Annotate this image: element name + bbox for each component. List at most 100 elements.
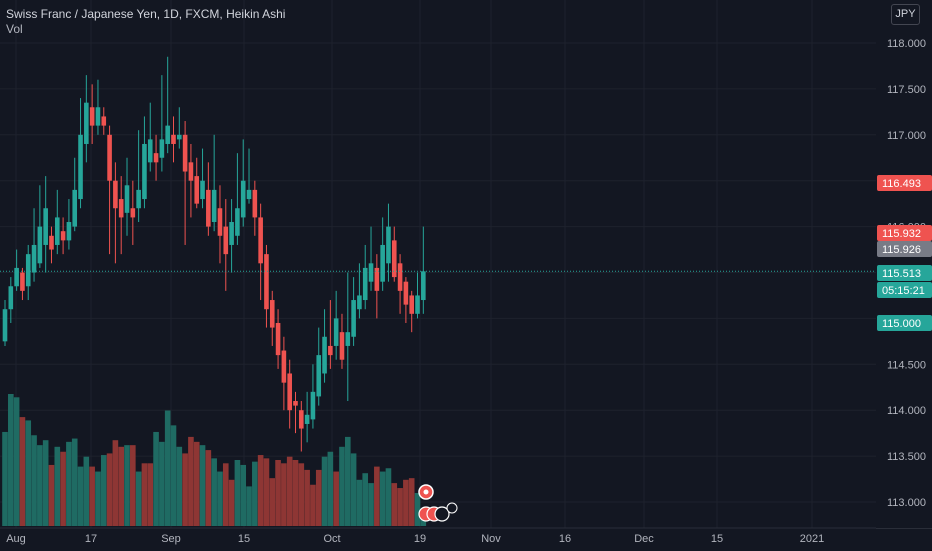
candle-body — [147, 139, 153, 163]
candle-body — [229, 222, 234, 245]
candle-body — [182, 134, 188, 172]
time-tick-label: 15 — [711, 533, 723, 545]
candle-body — [8, 286, 14, 310]
candle-body — [391, 240, 397, 278]
volume-bar — [333, 471, 339, 526]
volume-bar — [66, 441, 72, 526]
volume-bar — [414, 493, 421, 526]
price-badge — [877, 225, 932, 241]
volume-bar — [344, 436, 351, 526]
price-badge-label: 116.493 — [882, 178, 921, 190]
symbol-title[interactable]: Swiss Franc / Japanese Yen, 1D, FXCM, He… — [6, 7, 286, 21]
volume-bar — [281, 463, 287, 526]
volume-bar — [112, 440, 119, 526]
volume-bar — [199, 445, 206, 526]
candle-body — [328, 345, 333, 356]
volume-bar — [327, 451, 334, 526]
candle-body — [345, 332, 351, 346]
volume-bar — [118, 446, 124, 526]
event-marker-icon[interactable] — [434, 506, 450, 522]
volume-bars — [2, 394, 427, 526]
candle-body — [258, 217, 263, 264]
time-tick-label: Nov — [481, 533, 501, 545]
volume-bar — [368, 483, 374, 526]
candle-body — [20, 272, 25, 291]
volume-bar — [292, 460, 299, 526]
candle-body — [101, 116, 107, 126]
candle-body — [380, 244, 385, 282]
time-tick-label: 2021 — [800, 533, 824, 545]
volume-indicator-label[interactable]: Vol — [6, 22, 23, 36]
volume-bar — [228, 479, 235, 526]
volume-bar — [304, 469, 310, 526]
candle-body — [223, 226, 229, 255]
time-axis[interactable]: Aug 17 Sep 15 Oct 19 Nov 16 Dec 15 2021 — [0, 527, 876, 545]
candle-body — [322, 336, 327, 374]
time-tick-label: 16 — [559, 533, 571, 545]
candle-body — [60, 231, 66, 241]
volume-bar — [170, 425, 177, 526]
candle-body — [281, 350, 287, 383]
volume-bar — [48, 464, 55, 526]
volume-bar — [263, 458, 270, 526]
candle-body — [293, 401, 298, 406]
candle-body — [72, 189, 78, 227]
candle-body — [316, 355, 322, 397]
price-tick-label: 118.000 — [887, 38, 926, 50]
volume-bar — [350, 453, 357, 526]
volume-bar — [356, 479, 363, 526]
volume-bar — [321, 456, 328, 526]
time-tick-label: Sep — [161, 533, 181, 545]
candle-body — [357, 295, 362, 310]
currency-button[interactable]: JPY — [891, 4, 920, 25]
candle-body — [130, 208, 136, 218]
time-tick-label: Oct — [323, 533, 340, 545]
volume-bar — [269, 478, 276, 526]
candle-body — [165, 125, 170, 144]
volume-bar — [374, 466, 380, 526]
axis-corner — [876, 528, 932, 551]
volume-bar — [60, 451, 66, 526]
event-markers[interactable] — [418, 484, 458, 522]
price-badge-label: 115.513 — [882, 268, 921, 280]
price-badge — [877, 265, 932, 281]
candle-body — [89, 107, 95, 126]
candle-body — [177, 134, 182, 140]
candlesticks — [0, 56, 876, 452]
volume-bar — [95, 471, 101, 526]
volume-bar — [362, 473, 369, 526]
candle-body — [287, 373, 292, 411]
time-tick-label: 19 — [414, 533, 426, 545]
price-badge — [877, 175, 932, 191]
candle-body — [124, 185, 130, 213]
candle-body — [310, 391, 316, 420]
volume-bar — [205, 450, 212, 526]
candle-body — [269, 300, 275, 328]
price-badge — [877, 315, 932, 331]
candle-body — [211, 189, 217, 223]
volume-bar — [141, 463, 148, 526]
candle-body — [415, 295, 420, 314]
candle-body — [136, 189, 141, 209]
event-marker-small-icon[interactable] — [446, 502, 458, 514]
event-marker-dot-icon — [423, 489, 429, 495]
candle-body — [264, 254, 269, 310]
volume-bar — [379, 471, 386, 526]
price-badge-label: 05:15:21 — [882, 285, 925, 297]
candle-body — [409, 295, 414, 314]
candle-body — [252, 189, 258, 218]
volume-bar — [176, 446, 183, 526]
candle-body — [31, 244, 37, 273]
candle-body — [362, 267, 368, 301]
price-badge — [877, 282, 932, 298]
candle-body — [246, 189, 252, 200]
volume-bar — [252, 461, 258, 526]
candle-body — [217, 208, 223, 236]
volume-bar — [13, 397, 20, 526]
price-tick-label: 114.500 — [887, 359, 926, 371]
candle-body — [333, 318, 339, 346]
volume-bar — [54, 446, 61, 526]
candle-body — [37, 226, 43, 264]
candle-body — [159, 139, 165, 158]
